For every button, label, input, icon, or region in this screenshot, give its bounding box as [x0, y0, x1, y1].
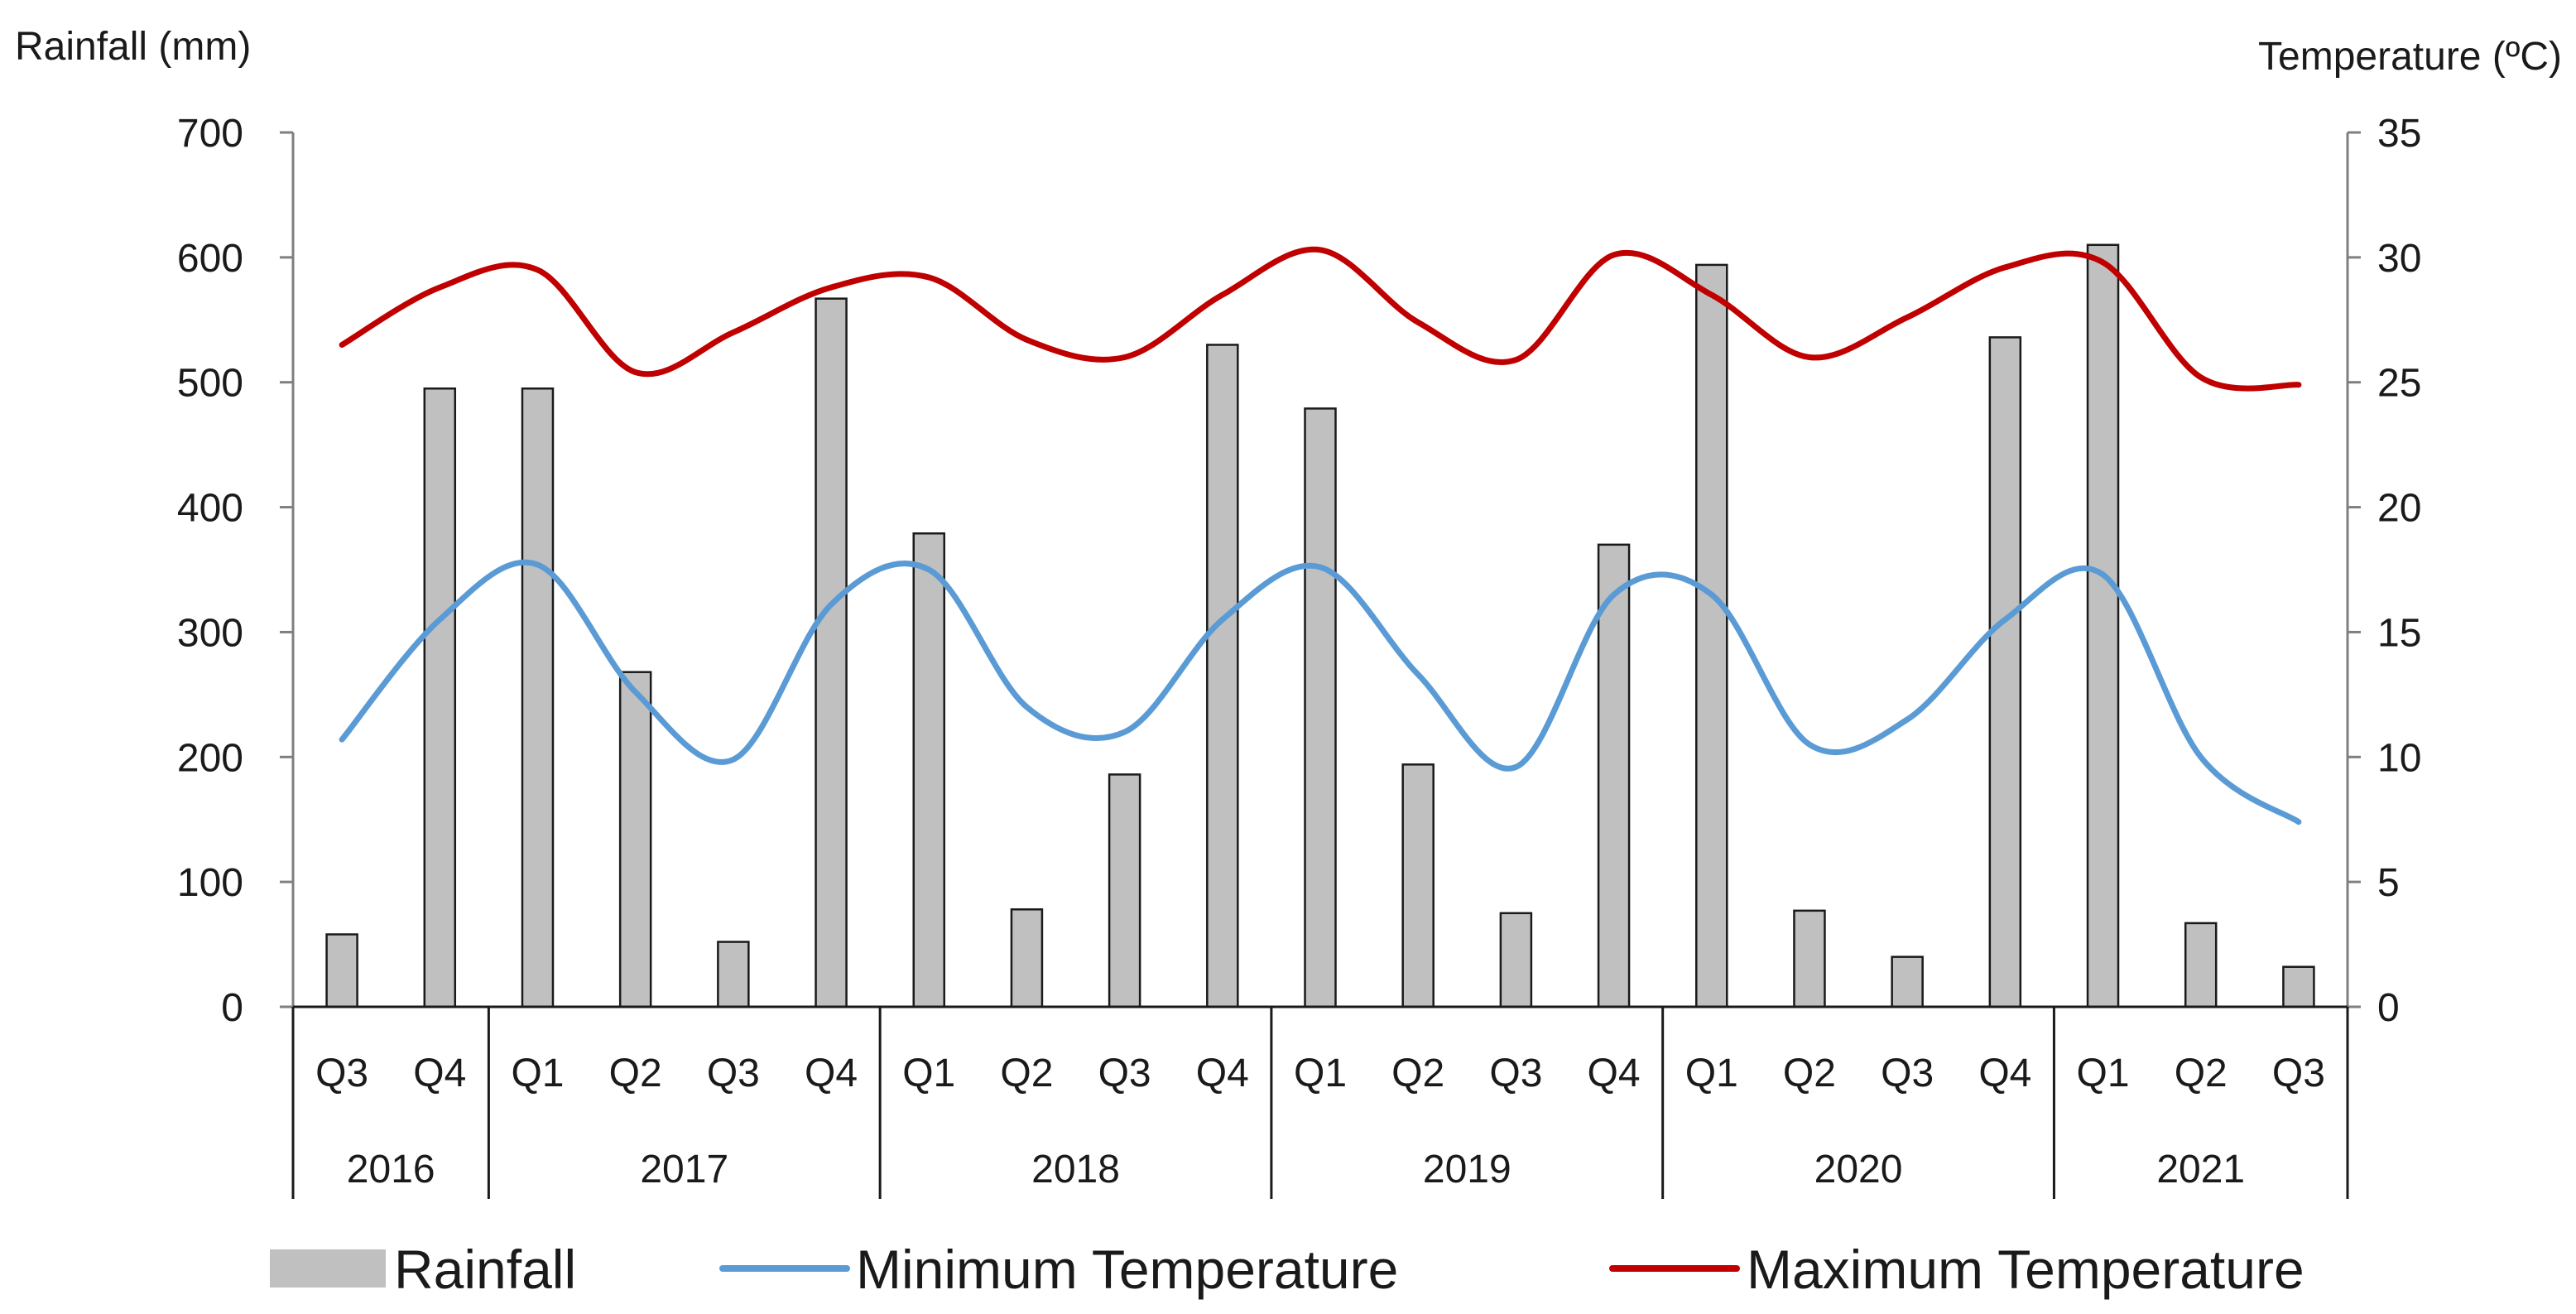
temperature-lines: [339, 246, 2302, 825]
rainfall-bar: [1401, 763, 1435, 1008]
legend-max-temp-label: Maximum Temperature: [1747, 1239, 2304, 1300]
quarter-label: Q3: [2272, 1052, 2325, 1095]
legend-rainfall-label: Rainfall: [394, 1239, 576, 1300]
quarter-label: Q3: [315, 1052, 368, 1095]
rainfall-bar: [521, 387, 555, 1008]
quarter-label: Q2: [1783, 1052, 1836, 1095]
left-tick-label: 0: [221, 986, 243, 1030]
rainfall-bar: [912, 532, 945, 1008]
left-axis-title: Rainfall (mm): [15, 25, 251, 69]
right-tick-label: 0: [2377, 986, 2400, 1030]
rainfall-bar: [1304, 407, 1337, 1008]
rainfall-bar: [2086, 243, 2120, 1008]
right-tick-label: 30: [2377, 237, 2421, 281]
year-label: 2017: [640, 1148, 728, 1191]
right-tick-label: 5: [2377, 861, 2400, 905]
right-tick-label: 10: [2377, 736, 2421, 780]
rainfall-bar: [1206, 344, 1239, 1008]
rainfall-bar: [423, 387, 457, 1008]
maximum-temperature-line: [339, 246, 2302, 392]
rainfall-bar: [1988, 336, 2022, 1008]
rainfall-bar: [325, 933, 358, 1008]
minimum-temperature-line: [339, 559, 2302, 825]
quarter-label: Q1: [902, 1052, 955, 1095]
quarter-label: Q4: [1196, 1052, 1249, 1095]
legend-rainfall-swatch: [270, 1249, 386, 1288]
year-label: 2021: [2156, 1148, 2245, 1191]
quarter-label: Q4: [805, 1052, 858, 1095]
quarter-label: Q4: [1588, 1052, 1641, 1095]
year-label: 2020: [1814, 1148, 1903, 1191]
quarter-label: Q2: [609, 1052, 662, 1095]
rainfall-bar: [1010, 908, 1044, 1008]
rainfall-bars: [325, 243, 2315, 1008]
rainfall-bar: [2282, 965, 2315, 1008]
rainfall-bar: [1108, 773, 1141, 1008]
left-tick-label: 600: [177, 237, 243, 281]
rainfall-bar: [717, 941, 750, 1008]
quarter-label: Q1: [1685, 1052, 1738, 1095]
quarter-label: Q4: [413, 1052, 466, 1095]
quarter-label: Q1: [2077, 1052, 2130, 1095]
quarter-label: Q3: [1098, 1052, 1151, 1095]
year-label: 2019: [1423, 1148, 1511, 1191]
right-tick-label: 35: [2377, 112, 2421, 156]
rainfall-bar: [1597, 543, 1631, 1008]
left-axis-ticks: 0 100 200 300 400 500 600 700: [177, 112, 293, 1030]
right-tick-label: 15: [2377, 611, 2421, 655]
rainfall-bar: [2184, 922, 2218, 1008]
quarter-label: Q1: [511, 1052, 564, 1095]
left-tick-label: 400: [177, 487, 243, 531]
year-label: 2016: [347, 1148, 435, 1191]
axes: [291, 132, 2349, 1008]
quarter-label: Q1: [1294, 1052, 1347, 1095]
quarter-label: Q2: [1000, 1052, 1053, 1095]
legend: Rainfall Minimum Temperature Maximum Tempe…: [270, 1239, 2304, 1300]
quarter-label: Q2: [1391, 1052, 1444, 1095]
right-axis-title: Temperature (ºC): [2258, 35, 2562, 79]
right-axis-ticks: 0 5 10 15 20 25 30 35: [2348, 112, 2421, 1030]
quarter-label: Q3: [1489, 1052, 1542, 1095]
year-label: 2018: [1031, 1148, 1120, 1191]
rainfall-bar: [618, 671, 652, 1008]
rainfall-bar: [815, 297, 848, 1008]
quarter-label: Q4: [1978, 1052, 2031, 1095]
rainfall-bar: [1793, 909, 1826, 1008]
right-tick-label: 20: [2377, 487, 2421, 531]
legend-min-temp-label: Minimum Temperature: [856, 1239, 1398, 1300]
left-tick-label: 700: [177, 112, 243, 156]
right-tick-label: 25: [2377, 362, 2421, 406]
rainfall-bar: [1499, 912, 1533, 1008]
rainfall-bar: [1891, 955, 1924, 1008]
category-axis: Q3 Q4 Q1 Q2 Q3 Q4 Q1 Q2 Q3 Q4 Q1 Q2 Q3 Q4 Q1 Q2 Q3 Q4 Q1 Q2…: [291, 1007, 2349, 1199]
left-tick-label: 500: [177, 362, 243, 406]
left-tick-label: 300: [177, 611, 243, 655]
rainfall-bar: [1695, 263, 1728, 1008]
quarter-label: Q3: [1881, 1052, 1934, 1095]
left-tick-label: 100: [177, 861, 243, 905]
quarter-label: Q2: [2175, 1052, 2228, 1095]
left-tick-label: 200: [177, 736, 243, 780]
quarter-label: Q3: [707, 1052, 760, 1095]
